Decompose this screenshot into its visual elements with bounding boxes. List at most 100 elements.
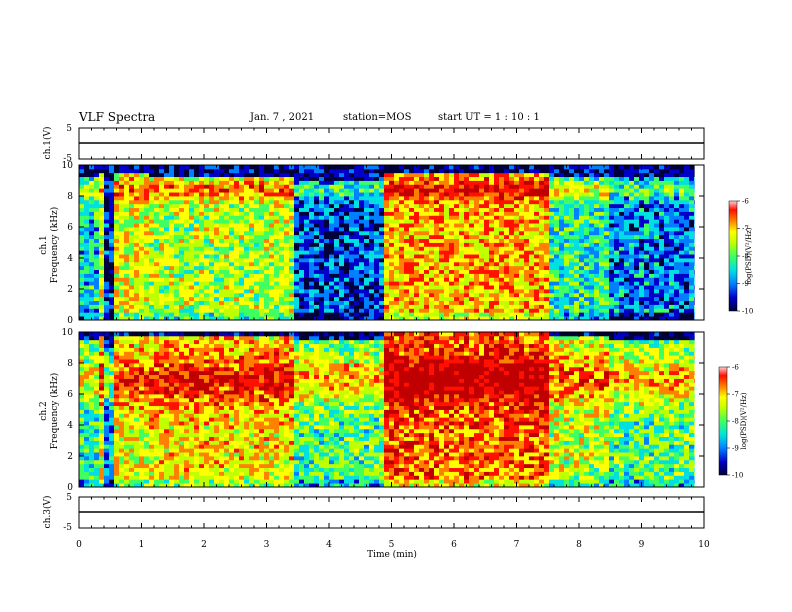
spectrogram-cell xyxy=(519,165,525,170)
spectrogram-cell xyxy=(389,227,395,232)
spectrogram-cell xyxy=(119,300,125,305)
spectrogram-cell xyxy=(409,292,415,298)
spectrogram-cell xyxy=(234,289,240,294)
spectrogram-cell xyxy=(169,273,175,278)
spectrogram-cell xyxy=(564,277,570,282)
spectrogram-cell xyxy=(274,261,280,267)
spectrogram-cell xyxy=(529,254,535,259)
spectrogram-cell xyxy=(114,304,120,309)
spectrogram-cell xyxy=(244,223,250,228)
spectrogram-cell xyxy=(359,246,365,251)
spectrogram-cell xyxy=(654,203,660,209)
spectrogram-cell xyxy=(244,296,250,302)
spectrogram-cell xyxy=(559,188,565,193)
spectrogram-cell xyxy=(599,168,605,174)
spectrogram-cell xyxy=(664,304,670,309)
spectrogram-cell xyxy=(549,199,555,205)
spectrogram-cell xyxy=(79,211,85,216)
spectrogram-cell xyxy=(384,254,390,259)
spectrogram-cell xyxy=(544,165,550,170)
spectrogram-cell xyxy=(159,188,165,193)
spectrogram-cell xyxy=(539,219,545,224)
spectrogram-cell xyxy=(254,277,260,282)
spectrogram-cell xyxy=(489,184,495,189)
spectrogram-cell xyxy=(254,227,260,232)
spectrogram-cell xyxy=(379,289,385,294)
spectrogram-cell xyxy=(209,242,215,247)
spectrogram-cell xyxy=(494,258,500,263)
spectrogram-cell xyxy=(449,203,455,209)
spectrogram-cell xyxy=(169,250,175,255)
spectrogram-cell xyxy=(579,292,585,298)
spectrogram-cell xyxy=(179,196,185,201)
spectrogram-cell xyxy=(424,292,430,298)
spectrogram-cell xyxy=(664,223,670,228)
spectrogram-cell xyxy=(244,184,250,189)
spectrogram-cell xyxy=(679,296,685,302)
spectrogram-cell xyxy=(319,312,325,317)
spectrogram-cell xyxy=(534,223,540,228)
spectrogram-cell xyxy=(374,165,380,170)
spectrogram-cell xyxy=(309,250,315,255)
spectrogram-cell xyxy=(609,203,615,209)
spectrogram-cell xyxy=(424,203,430,209)
spectrogram-cell xyxy=(109,184,115,189)
spectrogram-cell xyxy=(629,254,635,259)
spectrogram-cell xyxy=(84,165,90,170)
spectrogram-cell xyxy=(474,269,480,274)
spectrogram-cell xyxy=(119,203,125,209)
spectrogram-cell xyxy=(399,188,405,193)
spectrogram-cell xyxy=(354,238,360,243)
spectrogram-cell xyxy=(234,180,240,185)
spectrogram-cell xyxy=(164,219,170,224)
spectrogram-cell xyxy=(139,296,145,302)
spectrogram-cell xyxy=(609,180,615,185)
spectrogram-cell xyxy=(309,227,315,232)
spectrogram-cell xyxy=(494,265,500,271)
spectrogram-cell xyxy=(614,300,620,305)
spectrogram-cell xyxy=(149,273,155,278)
spectrogram-cell xyxy=(234,203,240,209)
spectrogram-cell xyxy=(439,199,445,205)
spectrogram-cell xyxy=(324,188,330,193)
spectrogram-cell xyxy=(224,203,230,209)
spectrogram-cell xyxy=(624,211,630,216)
spectrogram-cell xyxy=(139,223,145,228)
spectrogram-cell xyxy=(214,215,220,220)
spectrogram-cell xyxy=(99,172,105,178)
spectrogram-cell xyxy=(339,199,345,205)
spectrogram-cell xyxy=(144,215,150,220)
spectrogram-cell xyxy=(664,273,670,278)
spectrogram-cell xyxy=(134,227,140,232)
spectrogram-cell xyxy=(159,246,165,251)
spectrogram-cell xyxy=(174,265,180,271)
spectrogram-cell xyxy=(164,168,170,174)
spectrogram-cell xyxy=(399,199,405,205)
spectrogram-cell xyxy=(234,316,240,321)
spectrogram-cell xyxy=(569,289,575,294)
ch1-spectrogram-cells xyxy=(79,165,705,321)
spectrogram-cell xyxy=(569,223,575,228)
spectrogram-cell xyxy=(529,227,535,232)
spectrogram-cell xyxy=(269,250,275,255)
spectrogram-cell xyxy=(609,188,615,193)
spectrogram-cell xyxy=(634,215,640,220)
spectrogram-cell xyxy=(469,265,475,271)
spectrogram-cell xyxy=(119,250,125,255)
spectrogram-cell xyxy=(374,192,380,197)
spectrogram-cell xyxy=(289,312,295,317)
spectrogram-cell xyxy=(369,188,375,193)
spectrogram-cell xyxy=(564,203,570,209)
spectrogram-cell xyxy=(534,184,540,189)
spectrogram-cell xyxy=(99,316,105,321)
spectrogram-cell xyxy=(384,242,390,247)
spectrogram-cell xyxy=(544,227,550,232)
spectrogram-cell xyxy=(294,285,300,290)
spectrogram-cell xyxy=(264,180,270,185)
spectrogram-cell xyxy=(654,316,660,321)
spectrogram-cell xyxy=(194,254,200,259)
spectrogram-cell xyxy=(499,223,505,228)
spectrogram-cell xyxy=(339,176,345,181)
spectrogram-cell xyxy=(79,176,85,181)
spectrogram-cell xyxy=(374,312,380,317)
